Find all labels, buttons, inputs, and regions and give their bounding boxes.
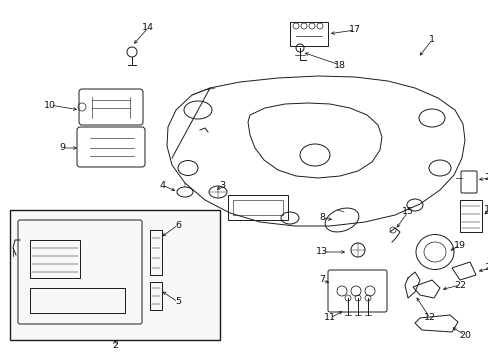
Bar xyxy=(459,200,481,232)
Text: 20: 20 xyxy=(458,330,470,339)
Text: 18: 18 xyxy=(333,60,346,69)
Bar xyxy=(30,288,125,313)
Text: 22: 22 xyxy=(453,280,465,289)
Text: 4: 4 xyxy=(159,180,164,189)
Text: 6: 6 xyxy=(175,220,181,230)
Text: 8: 8 xyxy=(318,213,325,222)
Text: 11: 11 xyxy=(324,314,335,323)
Text: 23: 23 xyxy=(483,174,488,183)
Bar xyxy=(150,230,162,275)
Text: 9: 9 xyxy=(59,144,65,153)
Text: 19: 19 xyxy=(453,240,465,249)
Text: 12: 12 xyxy=(423,314,435,323)
Bar xyxy=(10,210,220,340)
Text: 14: 14 xyxy=(142,23,154,32)
Text: 5: 5 xyxy=(175,297,181,306)
Text: 10: 10 xyxy=(44,100,56,109)
Text: 15: 15 xyxy=(401,207,413,216)
Text: 13: 13 xyxy=(315,248,327,256)
Bar xyxy=(289,22,327,46)
Text: 2: 2 xyxy=(112,341,118,350)
Text: 17: 17 xyxy=(348,26,360,35)
Text: 16: 16 xyxy=(483,206,488,215)
Text: 21: 21 xyxy=(483,264,488,273)
Bar xyxy=(150,282,162,310)
Bar xyxy=(30,240,80,278)
Text: 1: 1 xyxy=(428,36,434,45)
Text: 7: 7 xyxy=(318,275,325,284)
Bar xyxy=(227,195,287,220)
Text: 3: 3 xyxy=(219,180,224,189)
Bar xyxy=(232,200,283,215)
